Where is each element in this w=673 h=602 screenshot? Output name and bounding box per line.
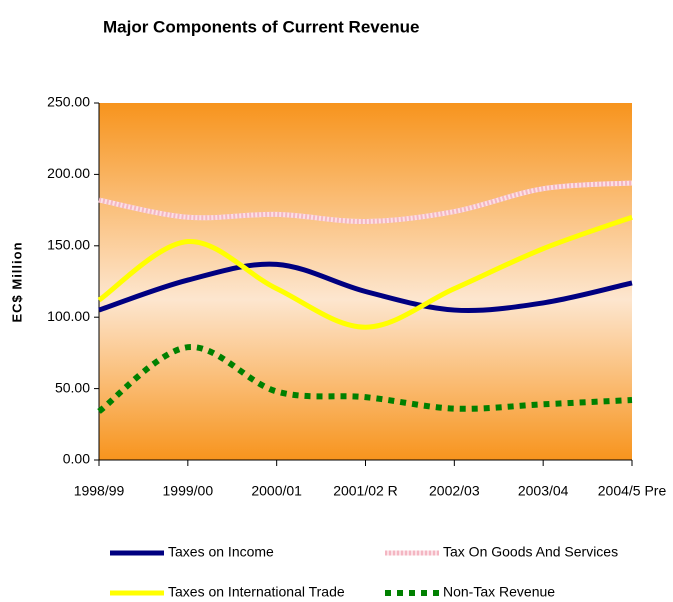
line	[97, 344, 633, 414]
legend-label: Non-Tax Revenue	[443, 584, 555, 600]
y-tick-label: 250.00	[47, 94, 90, 110]
y-tick-label: 0.00	[63, 451, 90, 467]
x-tick-label: 1998/99	[74, 483, 125, 499]
y-axis-label: EC$ Million	[9, 241, 24, 322]
line	[98, 180, 633, 225]
x-tick-label: 2001/02 R	[333, 483, 398, 499]
legend-label: Taxes on International Trade	[168, 584, 345, 600]
line	[97, 214, 633, 330]
y-tick-label: 200.00	[47, 165, 90, 181]
chart-title: Major Components of Current Revenue	[103, 17, 419, 36]
x-tick-label: 2002/03	[429, 483, 480, 499]
line	[98, 261, 633, 313]
y-tick-label: 50.00	[55, 379, 90, 395]
x-tick-label: 2003/04	[518, 483, 569, 499]
y-tick-label: 100.00	[47, 308, 90, 324]
x-tick-label: 2004/5 Pre	[598, 483, 667, 499]
legend-label: Taxes on Income	[168, 544, 274, 560]
legend-label: Tax On Goods And Services	[443, 544, 618, 560]
x-tick-label: 2000/01	[251, 483, 302, 499]
y-tick-label: 150.00	[47, 237, 90, 253]
x-tick-label: 1999/00	[163, 483, 214, 499]
